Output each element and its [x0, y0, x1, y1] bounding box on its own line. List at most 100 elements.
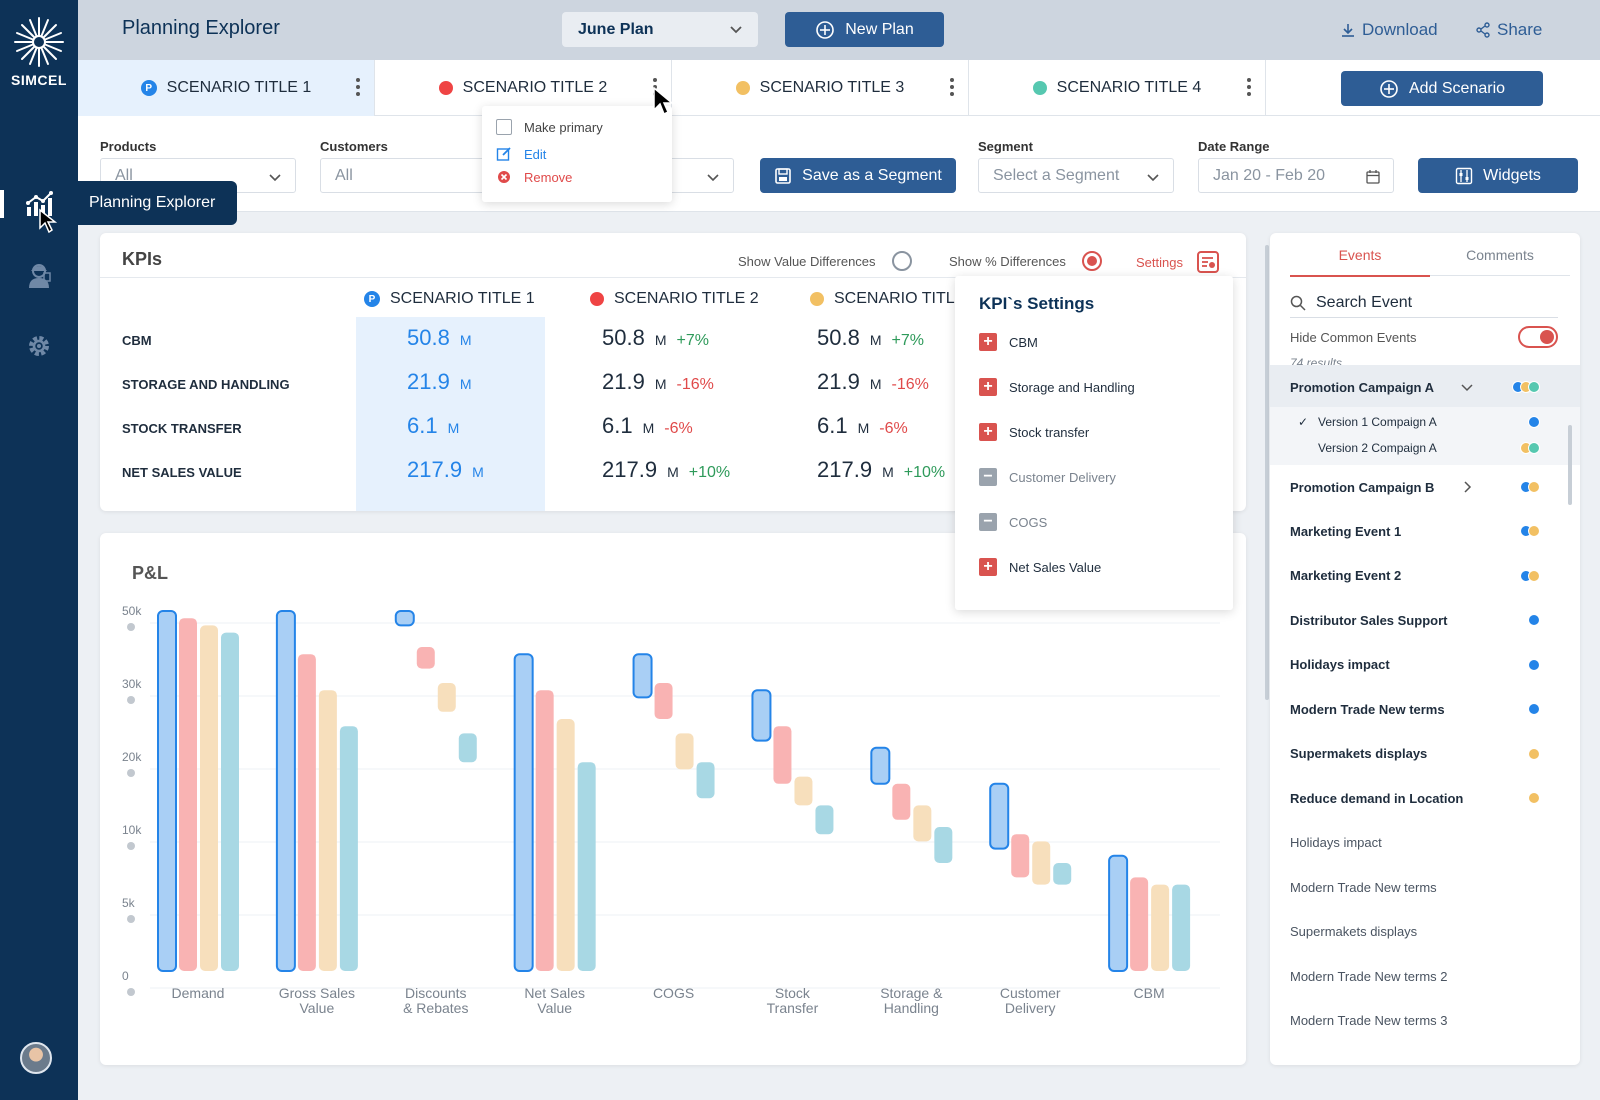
widgets-button[interactable]: Widgets	[1418, 158, 1578, 193]
nav-settings[interactable]	[0, 324, 78, 368]
kpi-number: 6.1	[602, 413, 633, 438]
tab-events[interactable]: Events	[1290, 247, 1430, 277]
kpi-setting-item[interactable]: + Net Sales Value	[979, 558, 1101, 576]
segment-select[interactable]: Select a Segment	[978, 158, 1174, 193]
worker-icon	[29, 264, 51, 288]
kpi-number: 6.1	[407, 413, 438, 438]
chevron-down-icon[interactable]	[1460, 380, 1474, 394]
primary-badge: P	[364, 291, 380, 307]
scrollbar[interactable]	[1265, 245, 1269, 700]
products-label: Products	[100, 139, 157, 154]
kpi-setting-item[interactable]: + Storage and Handling	[979, 378, 1135, 396]
plan-select[interactable]: June Plan	[562, 12, 758, 47]
save-icon	[775, 167, 791, 184]
event-group-label: Promotion Campaign A	[1290, 379, 1434, 395]
save-segment-button[interactable]: Save as a Segment	[760, 158, 956, 193]
hide-common-toggle[interactable]	[1518, 326, 1558, 348]
tab-comments[interactable]: Comments	[1430, 247, 1570, 276]
event-item[interactable]: Holidays impact	[1270, 821, 1580, 865]
scenario-dot	[1528, 525, 1540, 537]
date-range-value: Jan 20 - Feb 20	[1213, 166, 1326, 184]
search-text: Search Event	[1316, 293, 1413, 311]
kpi-unit: M	[654, 332, 667, 348]
event-item[interactable]: Modern Trade New terms 2	[1270, 954, 1580, 998]
x-tick-label: Value	[537, 1000, 572, 1016]
save-segment-label: Save as a Segment	[802, 166, 942, 184]
share-button[interactable]: Share	[1475, 20, 1542, 40]
kpi-setting-item[interactable]: − COGS	[979, 513, 1047, 531]
tab-scenario-4[interactable]: SCENARIO TITLE 4	[969, 60, 1266, 116]
scenario-dot	[1528, 481, 1540, 493]
event-version-item[interactable]: Version 2 Compaign A	[1270, 435, 1580, 461]
plus-box-icon[interactable]: +	[979, 378, 997, 396]
top-header: Planning Explorer June Plan New Plan Dow…	[78, 0, 1600, 60]
kebab-menu-icon[interactable]	[356, 78, 360, 96]
events-panel: Events Comments Search Event Hide Common…	[1270, 233, 1580, 1065]
kpi-setting-item[interactable]: − Customer Delivery	[979, 468, 1116, 486]
x-tick-label: Value	[299, 1000, 334, 1016]
chevron-right-icon[interactable]	[1460, 480, 1474, 494]
new-plan-button[interactable]: New Plan	[785, 12, 944, 47]
settings-label: Settings	[1136, 254, 1183, 270]
chart-bar	[815, 805, 834, 835]
edit-item[interactable]: Edit	[496, 146, 546, 162]
minus-box-icon[interactable]: −	[979, 468, 997, 486]
event-search-input[interactable]: Search Event	[1290, 288, 1558, 318]
kebab-menu-icon[interactable]	[1247, 78, 1251, 96]
kpi-unit: M	[654, 376, 667, 392]
plus-box-icon[interactable]: +	[979, 558, 997, 576]
chart-bar	[913, 805, 932, 842]
event-group[interactable]: Promotion Campaign A	[1270, 365, 1580, 409]
plus-box-icon[interactable]: +	[979, 333, 997, 351]
nav-planning-explorer[interactable]	[0, 182, 78, 226]
add-scenario-button[interactable]: Add Scenario	[1341, 71, 1543, 106]
plus-box-icon[interactable]: +	[979, 423, 997, 441]
show-pct-diff-option[interactable]: Show % Differences	[949, 251, 1102, 271]
show-value-diff-option[interactable]: Show Value Differences	[738, 251, 912, 271]
event-item[interactable]: Supermakets displays	[1270, 732, 1580, 776]
scenario-dot	[1528, 703, 1540, 715]
tab-scenario-1[interactable]: P SCENARIO TITLE 1	[78, 60, 375, 116]
nav-workforce[interactable]	[0, 253, 78, 297]
event-item[interactable]: Holidays impact	[1270, 643, 1580, 687]
event-item[interactable]: Reduce demand in Location	[1270, 776, 1580, 820]
event-item[interactable]: Modern Trade New terms	[1270, 865, 1580, 909]
event-item[interactable]: Supermakets displays	[1270, 910, 1580, 954]
event-group[interactable]: Promotion Campaign B	[1270, 465, 1580, 509]
brand-logo[interactable]: SIMCEL	[0, 14, 78, 88]
tab-scenario-2[interactable]: SCENARIO TITLE 2	[375, 60, 672, 116]
show-pct-diff-radio[interactable]	[1081, 251, 1102, 271]
event-item[interactable]: Modern Trade New terms	[1270, 687, 1580, 731]
event-label: Distributor Sales Support	[1290, 612, 1448, 628]
kpi-row-label: STOCK TRANSFER	[122, 421, 242, 436]
scrollbar[interactable]	[1568, 425, 1572, 505]
x-tick-label: Gross Sales	[279, 985, 355, 1001]
kpi-setting-item[interactable]: + Stock transfer	[979, 423, 1089, 441]
date-range-input[interactable]: Jan 20 - Feb 20	[1198, 158, 1394, 193]
edit-label: Edit	[524, 146, 547, 162]
remove-item[interactable]: Remove	[496, 169, 572, 185]
sliders-icon	[1455, 167, 1473, 184]
tab-scenario-3[interactable]: SCENARIO TITLE 3	[672, 60, 969, 116]
show-value-diff-radio[interactable]	[891, 251, 912, 271]
primary-badge: P	[140, 80, 157, 96]
make-primary-item[interactable]: Make primary	[496, 119, 603, 135]
widgets-label: Widgets	[1483, 166, 1541, 184]
event-item[interactable]: Modern Trade New terms 3	[1270, 999, 1580, 1043]
kpi-setting-label: Customer Delivery	[1009, 469, 1116, 485]
kpi-setting-item[interactable]: + CBM	[979, 333, 1038, 351]
kpi-settings-toggle[interactable]: Settings	[1136, 251, 1219, 273]
scenario-dots	[1528, 416, 1540, 428]
pl-chart-card: P&L 50k 30k 20k 10k 5k 0 Demand Gross Sales Valu…	[100, 533, 1246, 1065]
segment-label: Segment	[978, 139, 1033, 154]
kebab-menu-icon[interactable]	[950, 78, 954, 96]
event-version-item[interactable]: ✓ Version 1 Compaign A	[1270, 409, 1580, 435]
event-item[interactable]: Distributor Sales Support	[1270, 598, 1580, 642]
minus-box-icon[interactable]: −	[979, 513, 997, 531]
event-item[interactable]: Marketing Event 1	[1270, 509, 1580, 553]
gear-icon	[29, 336, 49, 356]
event-item[interactable]: Marketing Event 2	[1270, 554, 1580, 598]
download-button[interactable]: Download	[1340, 20, 1438, 40]
user-avatar[interactable]	[20, 1042, 52, 1074]
x-tick-label: Demand	[172, 985, 225, 1001]
